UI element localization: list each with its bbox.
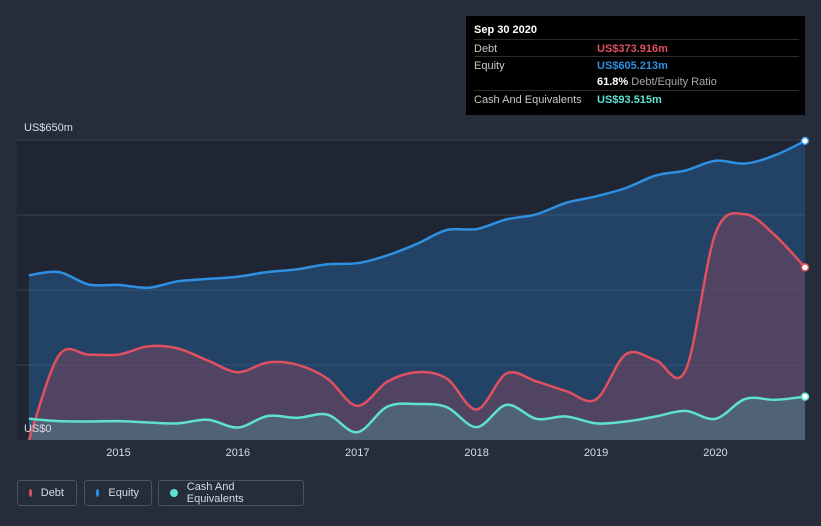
tooltip-value-equity: US$605.213m bbox=[597, 60, 668, 72]
y-tick-label-min: US$0 bbox=[24, 423, 52, 435]
series-lines bbox=[27, 139, 806, 441]
legend-item-debt[interactable]: Debt bbox=[17, 480, 77, 506]
y-tick-label-max: US$650m bbox=[24, 122, 73, 134]
line-equity bbox=[28, 139, 806, 290]
tooltip-date: Sep 30 2020 bbox=[474, 24, 537, 36]
legend-label-cash: Cash And Equivalents bbox=[186, 481, 244, 505]
tooltip-row-equity: Equity US$605.213m bbox=[474, 56, 799, 73]
series-endpoints bbox=[800, 136, 810, 401]
legend-dot-equity bbox=[96, 489, 100, 497]
tooltip-label-cash: Cash And Equivalents bbox=[474, 94, 582, 106]
legend-item-equity[interactable]: Equity bbox=[84, 480, 152, 506]
tooltip-row-ratio: 61.8% Debt/Equity Ratio bbox=[474, 73, 799, 89]
tooltip-ratio-value: 61.8% bbox=[597, 76, 629, 88]
x-tick-label: 2015 bbox=[106, 447, 130, 459]
area-cash-and-equivalents bbox=[28, 396, 805, 440]
tooltip-value-debt: US$373.916m bbox=[597, 43, 668, 55]
tooltip-value-cash: US$93.515m bbox=[597, 94, 662, 106]
x-axis: 2015 2016 2017 2018 2019 2020 bbox=[106, 447, 727, 459]
tooltip: Sep 30 2020 Debt US$373.916m Equity US$6… bbox=[466, 16, 805, 115]
line-debt bbox=[27, 212, 806, 441]
x-tick-label: 2016 bbox=[226, 447, 250, 459]
tooltip-ratio-label: Debt/Equity Ratio bbox=[631, 76, 717, 88]
tooltip-row-debt: Debt US$373.916m bbox=[474, 39, 799, 56]
endpoint-cash-and-equivalents bbox=[800, 392, 810, 401]
line-cash-and-equivalents bbox=[28, 395, 806, 434]
series-areas bbox=[28, 140, 805, 440]
x-tick-label: 2018 bbox=[464, 447, 488, 459]
legend-label-debt: Debt bbox=[40, 487, 64, 499]
area-debt bbox=[28, 213, 805, 440]
x-tick-label: 2017 bbox=[345, 447, 369, 459]
legend-dot-debt bbox=[29, 489, 32, 497]
endpoint-equity bbox=[800, 136, 810, 146]
area-equity bbox=[28, 140, 805, 440]
x-tick-label: 2019 bbox=[584, 447, 608, 459]
endpoint-debt bbox=[800, 263, 810, 272]
legend-item-cash[interactable]: Cash And Equivalents bbox=[158, 480, 304, 506]
tooltip-label-equity: Equity bbox=[474, 60, 505, 72]
legend-dot-cash bbox=[170, 489, 178, 497]
x-tick-label: 2020 bbox=[703, 447, 727, 459]
tooltip-ratio: 61.8% Debt/Equity Ratio bbox=[597, 76, 717, 88]
legend-label-equity: Equity bbox=[108, 487, 139, 499]
tooltip-label-debt: Debt bbox=[474, 43, 498, 55]
tooltip-row-cash: Cash And Equivalents US$93.515m bbox=[474, 90, 799, 107]
y-axis: US$650m US$0 bbox=[24, 122, 73, 435]
